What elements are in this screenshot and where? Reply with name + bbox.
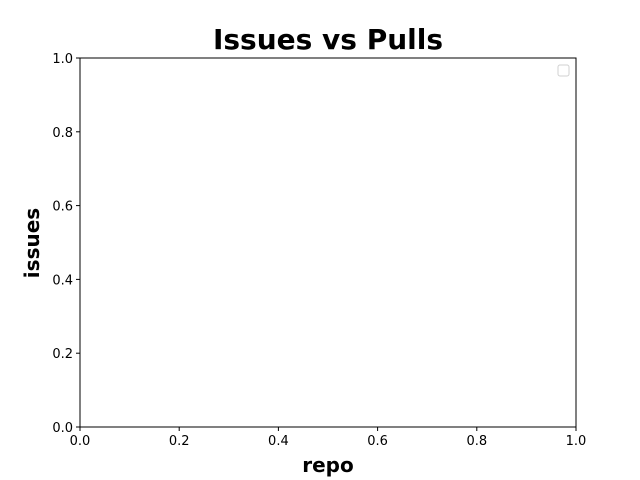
plot-area bbox=[80, 58, 576, 427]
y-tick-label: 0.2 bbox=[52, 347, 73, 362]
legend-box bbox=[557, 64, 570, 77]
x-tick-label: 1.0 bbox=[566, 434, 587, 449]
y-tick-label: 1.0 bbox=[52, 52, 73, 67]
x-axis-label: repo bbox=[302, 453, 353, 477]
y-tick-label: 0.0 bbox=[52, 421, 73, 436]
x-tick-label: 0.8 bbox=[466, 434, 487, 449]
x-tick-label: 0.2 bbox=[169, 434, 190, 449]
x-tick-label: 0.4 bbox=[268, 434, 289, 449]
y-axis-ticks: 0.0 0.2 0.4 0.6 0.8 1.0 bbox=[52, 52, 80, 436]
x-tick-label: 0.0 bbox=[70, 434, 91, 449]
y-tick-label: 0.4 bbox=[52, 273, 73, 288]
plot-frame bbox=[79, 57, 577, 428]
y-axis-label: issues bbox=[20, 208, 44, 278]
y-tick-label: 0.6 bbox=[52, 200, 73, 215]
chart-title: Issues vs Pulls bbox=[213, 23, 443, 56]
x-tick-label: 0.6 bbox=[367, 434, 388, 449]
y-tick-label: 0.8 bbox=[52, 126, 73, 141]
x-axis-ticks: 0.0 0.2 0.4 0.6 0.8 1.0 bbox=[70, 427, 587, 449]
